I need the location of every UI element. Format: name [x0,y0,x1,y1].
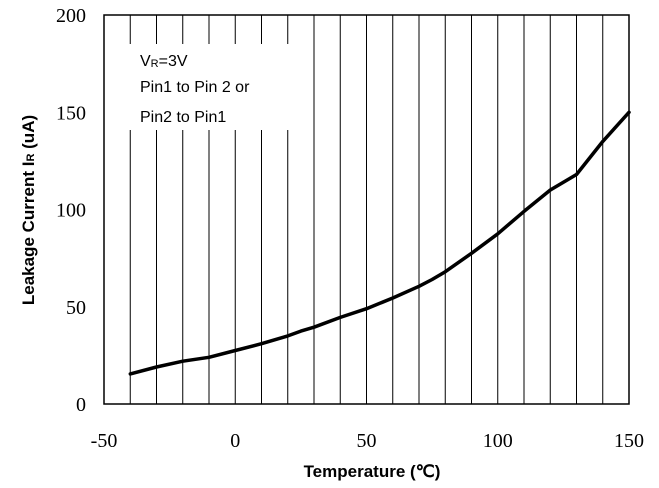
x-tick-labels: -50 0 50 100 150 [91,430,644,452]
y-tick-label: 0 [76,394,86,416]
plot-frame [103,14,630,405]
x-tick-label: 50 [357,430,377,452]
x-tick-label: 0 [230,430,240,452]
y-tick-labels: 0 50 100 150 200 [56,5,86,416]
x-tick-label: -50 [91,430,118,452]
annotation-line-pin-b: Pin2 to Pin1 [140,109,226,126]
x-axis-title: Temperature (℃) [304,462,441,481]
y-tick-label: 100 [56,200,86,222]
x-tick-label: 150 [614,430,644,452]
annotation-line-vr: VR=3V [140,53,188,70]
y-axis-title: Leakage Current IR (uA) [19,115,38,305]
x-tick-label: 100 [483,430,513,452]
y-tick-label: 50 [66,297,86,319]
y-tick-label: 150 [56,102,86,124]
series-line [128,110,631,376]
annotation-background [128,44,304,130]
y-tick-label: 200 [56,5,86,27]
annotation-line-pin-a: Pin1 to Pin 2 or [140,79,250,96]
condition-annotation: VR=3V Pin1 to Pin 2 or Pin2 to Pin1 [128,44,304,130]
